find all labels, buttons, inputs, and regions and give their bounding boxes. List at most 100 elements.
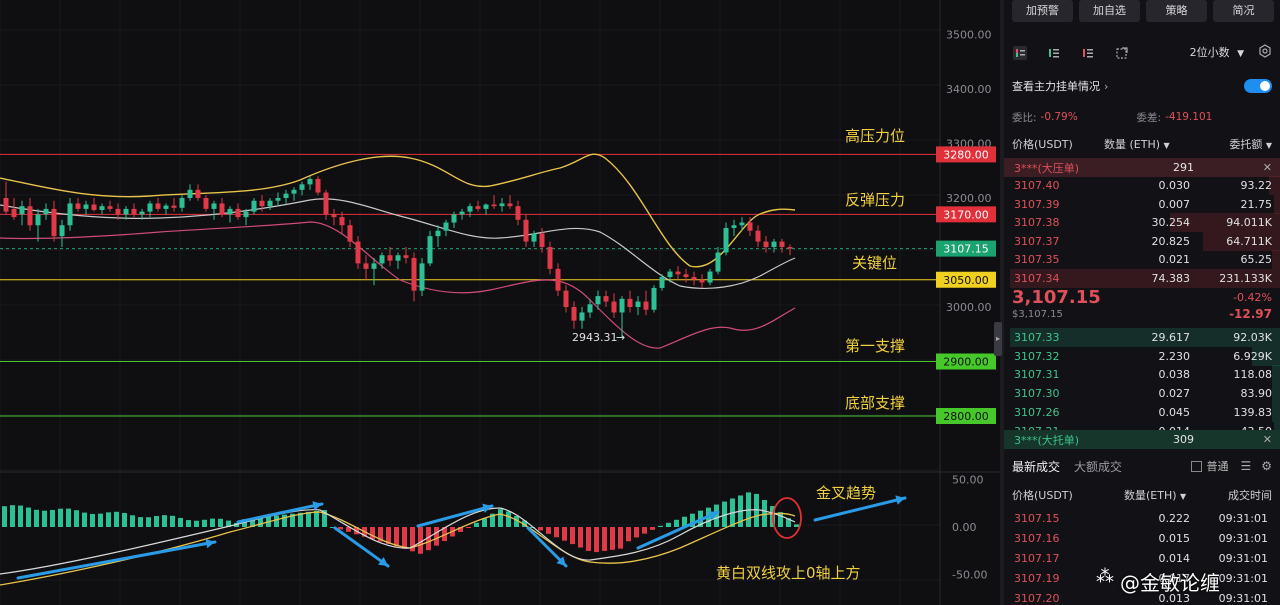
popout-icon[interactable] bbox=[1114, 45, 1128, 59]
candle bbox=[699, 274, 705, 288]
macd-histogram-bar bbox=[298, 512, 303, 527]
bid-row[interactable]: 3107.26 0.045 139.83 bbox=[1004, 402, 1280, 422]
add-watchlist-button[interactable]: 加自选 bbox=[1079, 0, 1140, 22]
ask-row[interactable]: 3107.38 30.254 94.011K bbox=[1004, 213, 1280, 232]
macd-histogram-bar bbox=[562, 527, 567, 541]
arrow-head-icon bbox=[895, 495, 905, 505]
macd-histogram-bar bbox=[282, 514, 287, 527]
ratio-value: -0.79% bbox=[1040, 111, 1078, 123]
close-icon[interactable]: ✕ bbox=[1262, 161, 1272, 174]
watermark: @金敏论缠 bbox=[1120, 571, 1220, 595]
macd-histogram-bar bbox=[514, 515, 519, 527]
macd-histogram-bar bbox=[202, 519, 207, 527]
trade-row: 3107.16 0.015 09:31:01 bbox=[1004, 528, 1280, 548]
book-both-icon[interactable] bbox=[1012, 45, 1027, 60]
annotation-bottom_support: 底部支撑 bbox=[845, 394, 905, 412]
settings-icon[interactable]: ⚙ bbox=[1261, 459, 1272, 473]
ask-row[interactable]: 3107.35 0.021 65.25 bbox=[1004, 250, 1280, 269]
bid-row[interactable]: 3107.32 2.230 6.929K bbox=[1004, 346, 1280, 366]
close-icon[interactable]: ✕ bbox=[1262, 433, 1272, 446]
price-header[interactable]: 价格(USDT) bbox=[1012, 138, 1073, 151]
candle bbox=[99, 203, 105, 215]
book-asks-icon[interactable] bbox=[1080, 45, 1094, 59]
candle bbox=[515, 200, 521, 226]
depth-bar bbox=[1272, 365, 1280, 385]
macd-histogram-bar bbox=[50, 509, 55, 527]
candle bbox=[611, 293, 617, 318]
trend-arrow bbox=[526, 526, 568, 568]
candle bbox=[491, 195, 497, 209]
candle bbox=[275, 192, 281, 207]
macd-histogram-bar bbox=[314, 510, 319, 527]
trend-arrow bbox=[416, 504, 494, 528]
trend-arrow bbox=[813, 496, 907, 522]
tab-large-trades[interactable]: 大额成交 bbox=[1074, 459, 1123, 474]
qty-header[interactable]: 数量 (ETH) ▼ bbox=[1104, 138, 1170, 151]
bid-price: 3107.26 bbox=[1014, 405, 1060, 419]
macd-histogram-bar bbox=[586, 527, 591, 551]
macd-axis-label: -50.00 bbox=[952, 569, 987, 582]
total-header[interactable]: 委托额 ▼ bbox=[1229, 138, 1272, 151]
ask-price: 3107.40 bbox=[1014, 179, 1060, 192]
ask-row[interactable]: 3107.40 0.030 93.22 bbox=[1004, 176, 1280, 195]
ask-total: 94.011K bbox=[1226, 216, 1272, 229]
ask-row[interactable]: 3107.34 74.383 231.133K bbox=[1004, 268, 1280, 288]
strategy-button[interactable]: 策略 bbox=[1146, 0, 1207, 22]
candle bbox=[755, 225, 761, 248]
macd-histogram-bar bbox=[42, 510, 47, 527]
macd-histogram-bar bbox=[98, 513, 103, 527]
big-ask-row[interactable]: 3***(大压单) 291 ✕ bbox=[1004, 158, 1280, 177]
bid-row[interactable]: 3107.31 0.038 118.08 bbox=[1004, 365, 1280, 385]
macd-histogram-bar bbox=[186, 520, 191, 527]
normal-checkbox[interactable] bbox=[1191, 460, 1203, 472]
add-alert-button[interactable]: 加预警 bbox=[1012, 0, 1073, 22]
candle bbox=[675, 266, 681, 280]
depth-bar bbox=[1170, 213, 1280, 232]
candle bbox=[219, 198, 225, 218]
trade-qty: 0.017 bbox=[1158, 571, 1191, 585]
candle bbox=[187, 184, 193, 201]
candle bbox=[603, 290, 609, 307]
settings-icon[interactable] bbox=[1258, 43, 1272, 61]
arrow-head-icon bbox=[482, 503, 492, 513]
macd-histogram-bar bbox=[370, 527, 375, 540]
annotation-first_support: 第一支撑 bbox=[845, 337, 905, 355]
ask-row[interactable]: 3107.39 0.007 21.75 bbox=[1004, 194, 1280, 214]
candle bbox=[91, 198, 97, 212]
ask-row[interactable]: 3107.37 20.825 64.711K bbox=[1004, 231, 1280, 251]
big-bid-row[interactable]: 3***(大托单) 309 ✕ bbox=[1004, 430, 1280, 449]
candle bbox=[195, 184, 201, 201]
collapse-handle-icon[interactable]: ▸ bbox=[994, 322, 1002, 356]
main-orders-toggle[interactable] bbox=[1244, 79, 1272, 93]
macd-histogram-bar bbox=[2, 506, 7, 527]
macd-histogram-bar bbox=[250, 518, 255, 527]
book-bids-icon[interactable] bbox=[1046, 45, 1060, 59]
candle bbox=[459, 208, 465, 220]
filter-icon[interactable]: ☰ bbox=[1240, 459, 1252, 473]
macd-axis-label: 0.00 bbox=[952, 521, 977, 534]
macd-histogram-bar bbox=[106, 512, 111, 527]
macd-histogram-bar bbox=[402, 527, 407, 549]
bid-row[interactable]: 3107.30 0.027 83.90 bbox=[1004, 384, 1280, 404]
bid-total: 118.08 bbox=[1233, 368, 1273, 382]
depth-bar bbox=[1010, 268, 1280, 288]
trade-qty-header[interactable]: 数量(ETH) ▼ bbox=[1124, 489, 1187, 502]
candle bbox=[51, 200, 57, 242]
overview-button[interactable]: 简况 bbox=[1213, 0, 1274, 22]
kline-chart[interactable]: 3500.003400.003300.003200.003000.0050.00… bbox=[0, 0, 1000, 605]
candle bbox=[731, 219, 737, 237]
trades-tabs: 最新成交 大额成交 普通 ☰ ⚙ bbox=[1004, 456, 1280, 476]
macd-histogram-bar bbox=[442, 527, 447, 542]
macd-histogram-bar bbox=[538, 527, 543, 531]
macd-histogram-bar bbox=[682, 516, 687, 527]
candle bbox=[235, 203, 241, 220]
main-orders-row[interactable]: 查看主力挂单情况 › bbox=[1004, 76, 1280, 96]
decimals-select[interactable]: 2位小数 ▼ bbox=[1190, 44, 1244, 60]
pane-splitter[interactable] bbox=[1000, 0, 1004, 605]
depth-bar bbox=[1272, 250, 1280, 269]
candle bbox=[163, 203, 169, 215]
chart-pane[interactable]: 3500.00 3400.00 3300.00 3200.00 3000.00 50.00… bbox=[0, 0, 1000, 605]
bid-row[interactable]: 3107.33 29.617 92.03K bbox=[1004, 328, 1280, 347]
tab-latest-trades[interactable]: 最新成交 bbox=[1012, 459, 1061, 474]
candle bbox=[131, 203, 137, 218]
